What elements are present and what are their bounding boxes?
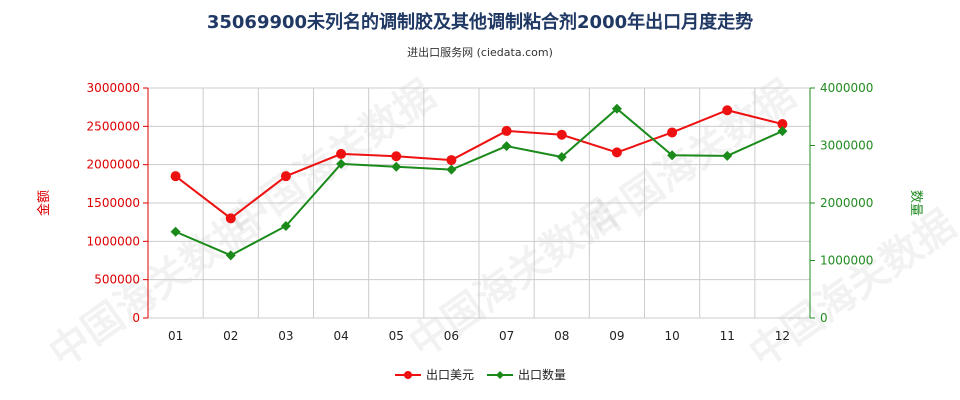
series-point-2: [225, 250, 236, 261]
series-line-2: [175, 107, 783, 257]
series-point-2: [556, 152, 567, 162]
chart-title: 35069900未列名的调制胶及其他调制粘合剂2000年出口月度走势: [206, 12, 754, 33]
series-point-2: [501, 141, 512, 152]
x-tick-label: 11: [720, 329, 735, 343]
left-tick-label: 0: [132, 311, 140, 325]
x-tick-label: 03: [278, 329, 293, 343]
series-point-2: [446, 164, 457, 175]
x-tick-label: 10: [664, 329, 679, 343]
series-line-1: [174, 109, 783, 220]
series-point-2: [667, 150, 678, 161]
series-point-1: [225, 213, 236, 224]
series-point-1: [611, 147, 622, 158]
watermark-text: 中国海关数据: [581, 72, 804, 247]
x-tick-label: 07: [499, 329, 514, 343]
legend-marker: [496, 371, 504, 379]
x-tick-label: 09: [609, 329, 624, 343]
series-point-1: [501, 125, 512, 136]
series-point-1: [777, 119, 788, 130]
series-point-2: [280, 221, 291, 231]
right-tick-label: 0: [820, 311, 828, 325]
series-point-1: [391, 151, 402, 162]
x-tick-label: 06: [444, 329, 459, 343]
left-axis-label: 金额: [36, 190, 52, 216]
left-tick-label: 1500000: [87, 196, 140, 210]
left-tick-label: 3000000: [87, 81, 140, 95]
series-point-2: [170, 226, 181, 237]
series-point-1: [667, 127, 678, 138]
left-tick-label: 1000000: [87, 234, 140, 248]
x-tick-label: 08: [554, 329, 569, 343]
left-tick-label: 500000: [94, 273, 140, 287]
series-point-1: [170, 171, 181, 182]
watermark-text: 中国海关数据: [221, 72, 444, 247]
right-axis-label: 数量: [908, 190, 923, 216]
legend-label: 出口数量: [518, 367, 566, 382]
series-point-1: [722, 105, 733, 116]
left-tick-label: 2500000: [87, 119, 140, 133]
x-tick-label: 01: [168, 329, 183, 343]
legend-label: 出口美元: [426, 368, 474, 382]
right-tick-label: 1000000: [820, 254, 873, 268]
series-point-2: [722, 150, 733, 161]
axes: 0 500000 1000000 1500000 2000000 2500000 30000…: [36, 81, 923, 343]
legend-marker: [404, 371, 412, 379]
x-tick-label: 02: [223, 329, 238, 343]
right-tick-label: 3000000: [820, 139, 873, 153]
x-tick-label: 05: [389, 329, 404, 343]
watermark-text: 中国海关数据: [741, 202, 960, 377]
series: [170, 103, 788, 261]
series-point-1: [280, 171, 291, 182]
series-point-2: [611, 103, 622, 114]
series-point-2: [777, 126, 788, 137]
series-point-1: [336, 148, 347, 159]
left-tick-label: 2000000: [87, 158, 140, 172]
x-tick-label: 04: [333, 329, 348, 343]
chart-subtitle: 进出口服务网 (ciedata.com): [407, 46, 553, 59]
legend: 出口美元 出口数量: [395, 367, 566, 382]
right-tick-label: 4000000: [820, 81, 873, 95]
series-point-2: [336, 158, 347, 169]
watermark-text: 中国海关数据: [41, 202, 264, 377]
series-point-1: [446, 155, 457, 166]
series-point-2: [391, 161, 402, 172]
series-point-1: [556, 129, 567, 140]
right-tick-label: 2000000: [820, 196, 873, 210]
x-tick-label: 12: [775, 329, 790, 343]
